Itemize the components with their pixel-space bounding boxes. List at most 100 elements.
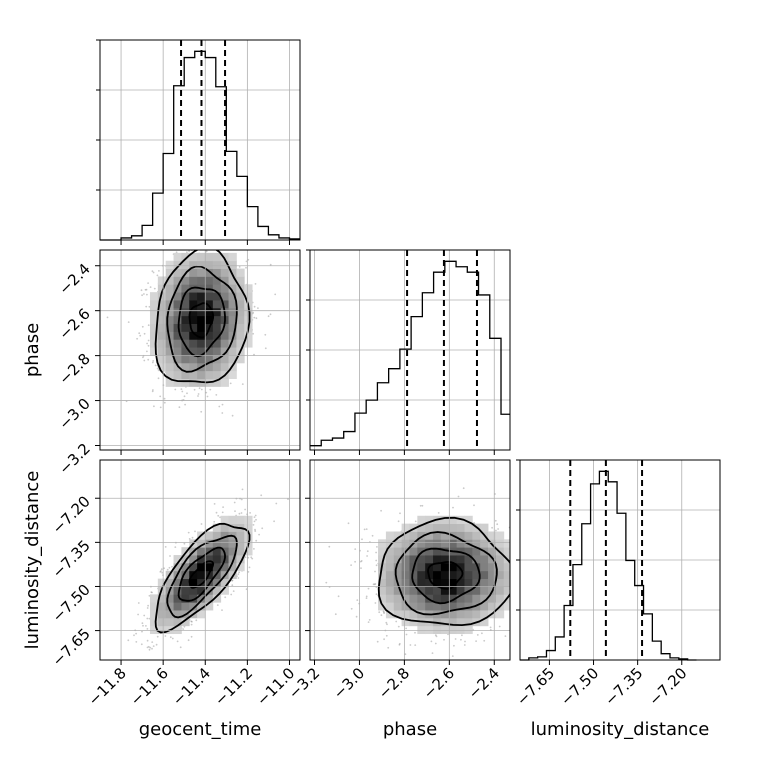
density-cell <box>197 539 206 548</box>
scatter-point <box>245 247 247 249</box>
scatter-point <box>191 536 194 539</box>
scatter-point <box>141 294 144 297</box>
density-cell <box>417 555 426 564</box>
scatter-point <box>152 645 155 647</box>
density-cell <box>228 547 237 556</box>
scatter-point <box>360 560 363 562</box>
density-cell <box>472 610 481 619</box>
scatter-point <box>156 274 159 277</box>
density-cell <box>244 339 253 348</box>
density-cell <box>189 378 198 387</box>
scatter-point <box>149 646 152 649</box>
scatter-point <box>135 632 138 635</box>
density-cell <box>425 531 434 540</box>
scatter-point <box>138 332 141 335</box>
scatter-point <box>194 242 196 244</box>
scatter-point <box>232 590 235 592</box>
density-cell <box>157 300 167 309</box>
hist-geocent-time-panel <box>96 39 301 241</box>
density-cell <box>417 515 426 525</box>
scatter-point <box>350 607 353 610</box>
density-cell <box>204 355 214 364</box>
scatter-point <box>218 405 221 408</box>
density-cell <box>236 323 245 332</box>
scatter-point <box>253 353 255 356</box>
x-tick-label: −11.6 <box>127 664 172 709</box>
density-cell <box>488 562 497 572</box>
scatter-point <box>176 242 178 244</box>
density-cell <box>204 307 214 317</box>
density-cell <box>417 602 426 611</box>
density-cell <box>212 370 222 379</box>
scatter-point <box>194 530 196 533</box>
scatter-point <box>354 560 356 563</box>
density-cell <box>378 594 387 603</box>
density-cell <box>409 610 418 619</box>
scatter-point <box>145 305 148 308</box>
density-cell <box>173 555 182 564</box>
density-cell <box>503 578 510 587</box>
scatter-point <box>361 538 363 541</box>
scatter-point <box>385 634 388 637</box>
density-cell <box>503 570 510 580</box>
scatter-point <box>371 534 374 537</box>
density-cell <box>401 570 410 580</box>
scatter-point <box>328 545 331 548</box>
panel-content <box>325 487 516 657</box>
density-cell <box>440 515 450 525</box>
density-cell <box>228 339 237 348</box>
scatter-point <box>209 388 212 391</box>
y-tick-label: −2.6 <box>55 305 93 343</box>
scatter-point <box>514 577 516 579</box>
scatter-point <box>159 406 162 409</box>
density-cell <box>173 347 182 356</box>
density-cell <box>173 276 182 285</box>
scatter-point <box>365 595 368 598</box>
density-cell <box>173 370 182 379</box>
y-tick-label: −7.50 <box>49 581 94 626</box>
density-cell <box>236 307 245 317</box>
density-cell <box>236 339 245 348</box>
density-cell <box>220 539 229 548</box>
density-cell <box>472 586 481 595</box>
scatter-point <box>146 342 149 345</box>
density-cell <box>165 276 174 285</box>
density-cell <box>393 562 403 572</box>
scatter-point <box>205 391 208 394</box>
scatter-point <box>452 506 454 509</box>
density-cell <box>409 594 418 603</box>
scatter-point <box>380 614 383 617</box>
scatter-point <box>383 611 385 614</box>
density-cell <box>236 562 245 572</box>
density-cell <box>149 625 159 635</box>
scatter-point <box>473 504 475 507</box>
scatter-point <box>337 595 340 598</box>
y-tick-label: −7.65 <box>49 625 94 670</box>
density-cell <box>464 531 473 540</box>
scatter-point <box>151 361 154 364</box>
scatter-point <box>234 241 236 243</box>
scatter-point <box>347 522 350 525</box>
density-cell <box>197 276 206 285</box>
scatter-point <box>483 639 486 642</box>
density-cell <box>244 307 253 317</box>
panel-border <box>519 459 721 661</box>
scatter-point <box>106 316 109 319</box>
density-cell <box>220 578 229 587</box>
density-cell <box>244 284 253 293</box>
density-cell <box>189 268 198 277</box>
density-cell <box>149 323 159 332</box>
panel-border <box>99 249 301 451</box>
scatter-point <box>255 518 257 521</box>
density-cell <box>393 594 403 603</box>
density-cell <box>378 578 387 587</box>
density-cell <box>173 339 182 348</box>
scatter-point <box>443 638 445 641</box>
density-cell <box>425 555 434 564</box>
density-cell <box>212 307 222 317</box>
scatter-point <box>375 551 377 554</box>
density-cell <box>488 594 497 603</box>
scatter-point <box>171 637 174 640</box>
scatter-point <box>230 593 233 596</box>
density-cell <box>244 515 253 525</box>
